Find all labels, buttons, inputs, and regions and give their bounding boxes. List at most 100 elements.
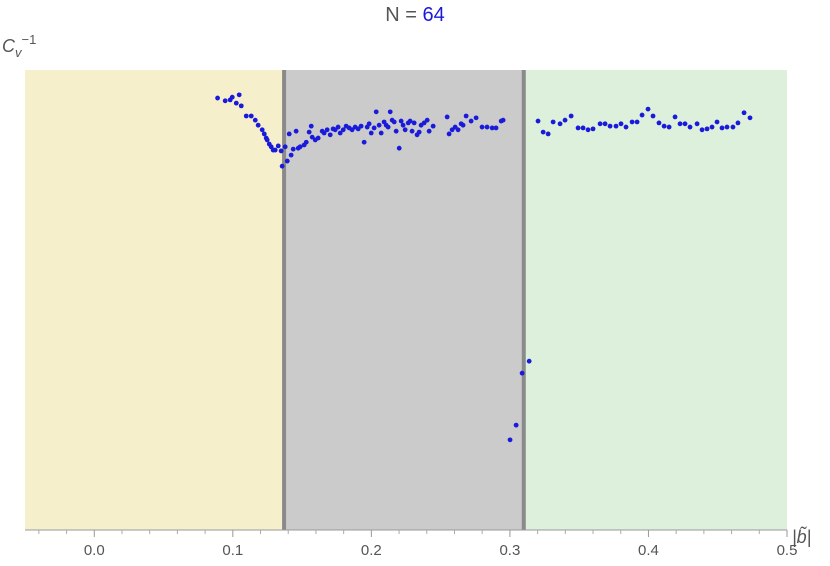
point: [393, 128, 399, 134]
point: [634, 119, 640, 125]
point: [407, 118, 413, 124]
x-tick-label: 0.4: [638, 542, 659, 559]
point: [709, 124, 715, 130]
point: [282, 144, 288, 150]
point: [460, 122, 466, 128]
point: [373, 109, 379, 115]
point: [400, 122, 406, 128]
point: [545, 131, 551, 137]
x-tick-label: 0.0: [84, 542, 105, 559]
point: [337, 130, 343, 136]
point: [444, 114, 450, 120]
point: [730, 124, 736, 130]
title-text: N =: [385, 4, 422, 26]
point: [321, 130, 327, 136]
point: [309, 134, 315, 140]
point: [387, 109, 393, 115]
point: [580, 125, 586, 131]
point: [650, 113, 656, 119]
region: [25, 70, 285, 530]
point: [479, 124, 485, 130]
point: [493, 125, 499, 131]
point: [747, 115, 753, 121]
points: [215, 92, 753, 443]
point: [535, 118, 541, 124]
point: [562, 117, 568, 123]
x-tick-label: 0.2: [361, 542, 382, 559]
point: [519, 370, 525, 376]
point: [473, 115, 479, 121]
point: [661, 123, 667, 129]
point: [315, 135, 321, 141]
point: [252, 117, 258, 123]
point: [656, 120, 662, 126]
point: [290, 146, 296, 152]
ylabel-sup: −1: [22, 32, 37, 47]
y-axis-label: Cv−1: [2, 32, 36, 60]
point: [255, 122, 261, 128]
point: [677, 121, 683, 127]
point: [411, 120, 417, 126]
point: [368, 130, 374, 136]
ylabel-sub: v: [15, 45, 23, 60]
point: [288, 152, 294, 158]
point: [238, 103, 244, 109]
point: [629, 119, 635, 125]
point: [735, 120, 741, 126]
point: [421, 120, 427, 126]
point: [699, 127, 705, 133]
point: [275, 143, 281, 149]
point: [455, 127, 461, 133]
point: [714, 119, 720, 125]
point: [694, 121, 700, 127]
x-tick-label: 0.5: [777, 542, 798, 559]
point: [385, 124, 391, 130]
point: [618, 121, 624, 127]
point: [724, 124, 730, 130]
point: [430, 123, 436, 129]
point: [272, 147, 278, 153]
point: [575, 125, 581, 131]
point: [666, 124, 672, 130]
point: [513, 422, 519, 428]
point: [233, 100, 239, 106]
point: [540, 129, 546, 135]
regions: [25, 70, 787, 530]
point: [324, 127, 330, 133]
point: [568, 113, 574, 119]
point: [259, 127, 265, 133]
point: [215, 95, 220, 101]
point: [585, 127, 591, 133]
point: [623, 124, 629, 130]
point: [308, 123, 314, 129]
point: [489, 125, 495, 131]
point: [366, 121, 372, 127]
point: [293, 128, 299, 134]
point: [416, 129, 422, 135]
x-axis-label: |b̃|: [792, 526, 811, 547]
point: [741, 110, 747, 116]
ylabel-base: C: [2, 36, 16, 56]
point: [243, 113, 249, 119]
point: [297, 144, 303, 150]
point: [719, 125, 725, 131]
point: [371, 125, 377, 131]
region: [284, 70, 524, 530]
point: [426, 128, 432, 134]
point: [704, 126, 710, 132]
point: [306, 129, 312, 135]
point: [687, 124, 693, 130]
point: [264, 137, 270, 143]
point: [327, 132, 333, 138]
point: [645, 106, 651, 112]
point: [409, 128, 415, 134]
point: [248, 113, 254, 119]
point: [286, 131, 292, 137]
point: [446, 131, 452, 137]
point: [229, 94, 235, 100]
axes: 0.0 0.1 0.2 0.3 0.4 0.5: [25, 529, 798, 559]
point: [550, 119, 556, 125]
point: [526, 358, 532, 364]
point: [602, 121, 608, 127]
